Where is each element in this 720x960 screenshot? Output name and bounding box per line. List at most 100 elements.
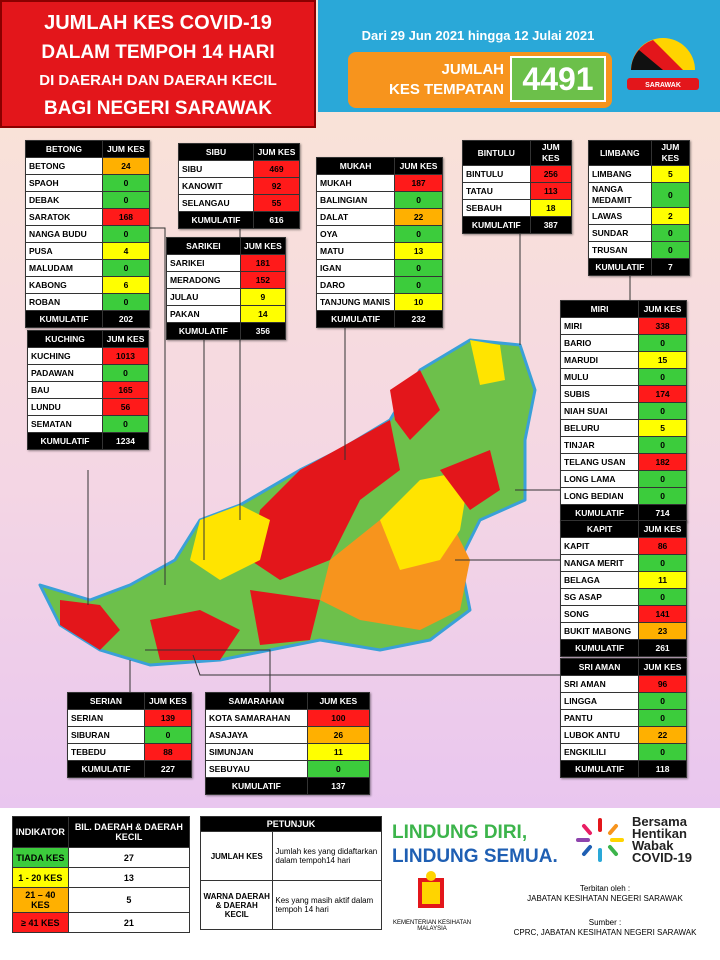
district-name: MERADONG (166, 271, 241, 289)
total-value: 232 (394, 310, 443, 328)
district-name: OYA (315, 225, 396, 243)
total-row: KUMULATIF 387 (462, 216, 573, 234)
legend-header: INDIKATOR BIL. DAERAH & DAERAH KECIL (12, 816, 191, 848)
title-line: DALAM TEMPOH 14 HARI (41, 42, 275, 63)
district-name: NANGA BUDU (25, 225, 103, 243)
case-count: 256 (529, 165, 573, 183)
total-label: KUMULATIF (166, 322, 241, 340)
total-row: KUMULATIF 227 (67, 760, 193, 778)
total-row: KUMULATIF 232 (315, 310, 443, 328)
crest (418, 871, 444, 908)
case-count: 0 (306, 760, 371, 778)
district-name: PAKAN (166, 305, 241, 323)
district-name: TEBEDU (67, 743, 145, 761)
table-row: LUBOK ANTU 22 (559, 726, 687, 744)
table-row: LIMBANG 5 (588, 165, 691, 183)
total-row: KUMULATIF 261 (559, 639, 687, 657)
division-title: KUCHING (26, 330, 104, 348)
table-row: SRI AMAN 96 (559, 675, 687, 693)
case-count: 24 (101, 157, 151, 175)
table-row: NANGA MERIT 0 (559, 554, 687, 572)
district-name: SPAOH (25, 174, 103, 192)
total-value: 7 (650, 258, 691, 276)
district-name: MUKAH (315, 174, 396, 192)
case-count: 165 (102, 381, 149, 399)
total-value: 202 (101, 310, 151, 328)
case-count: 88 (143, 743, 193, 761)
total-label: KUMULATIF (205, 777, 308, 795)
division-title: MUKAH (315, 157, 396, 175)
table-header: SAMARAHAN JUM KES (205, 692, 371, 710)
column-header: JUM KES (253, 143, 300, 161)
table-row: MALUDAM 0 (25, 259, 151, 277)
table-row: MARUDI 15 (559, 351, 687, 369)
district-name: MALUDAM (25, 259, 103, 277)
district-name: NANGA MEDAMIT (588, 182, 652, 208)
case-count: 0 (638, 436, 687, 454)
district-name: BELURU (559, 419, 640, 437)
district-name: ROBAN (25, 293, 103, 311)
case-count: 181 (239, 254, 287, 272)
case-count: 9 (239, 288, 287, 306)
table-row: BELURU 5 (559, 419, 687, 437)
total-row: KUMULATIF 356 (166, 322, 287, 340)
district-name: SEBAUH (462, 199, 531, 217)
case-count: 0 (394, 191, 443, 209)
legend-heading: BIL. DAERAH & DAERAH KECIL (67, 816, 191, 848)
region (380, 470, 470, 570)
total-row: KUMULATIF 202 (25, 310, 151, 328)
district-name: KOTA SAMARAHAN (205, 709, 308, 727)
table-row: TELANG USAN 182 (559, 453, 687, 471)
case-count: 182 (638, 453, 687, 471)
division-table: LIMBANG JUM KES LIMBANG 5 NANGA MEDAMIT 0 LAWA… (588, 140, 691, 276)
region (60, 600, 120, 650)
case-count: 15 (638, 351, 687, 369)
case-count: 11 (306, 743, 371, 761)
case-count: 0 (638, 402, 687, 420)
district-name: BUKIT MABONG (559, 622, 640, 640)
table-row: MERADONG 152 (166, 271, 287, 289)
division-table: SIBU JUM KES SIBU 469 KANOWIT 92 SELANGAU 55 KUM… (177, 143, 300, 229)
table-row: KABONG 6 (25, 276, 151, 294)
district-name: LIMBANG (588, 165, 652, 183)
legend-count: 21 (67, 912, 191, 933)
table-row: LONG LAMA 0 (559, 470, 687, 488)
column-header: JUM KES (638, 520, 687, 538)
flag: SARAWAK (627, 38, 699, 90)
district-name: KABONG (25, 276, 103, 294)
table-row: NANGA MEDAMIT 0 (588, 182, 691, 208)
table-row: PUSA 4 (25, 242, 151, 260)
total-label: KUMULATIF (177, 211, 255, 229)
table-row: BETONG 24 (25, 157, 151, 175)
case-count: 469 (253, 160, 300, 178)
district-name: NIAH SUAI (559, 402, 640, 420)
column-header: JUM KES (101, 140, 151, 158)
table-row: SPAOH 0 (25, 174, 151, 192)
table-row: IGAN 0 (315, 259, 443, 277)
column-header: JUM KES (306, 692, 371, 710)
table-row: SONG 141 (559, 605, 687, 623)
table-row: DARO 0 (315, 276, 443, 294)
case-count: 0 (650, 182, 691, 208)
flag-ribbon (627, 78, 699, 90)
case-count: 13 (394, 242, 443, 260)
case-count: 96 (638, 675, 687, 693)
campaign-line: Hentikan (632, 826, 687, 841)
case-count: 0 (102, 364, 149, 382)
table-row: SIBU 469 (177, 160, 300, 178)
case-count: 168 (101, 208, 151, 226)
table-row: SUBIS 174 (559, 385, 687, 403)
district-name: SARIKEI (166, 254, 241, 272)
legend-row: TIADA KES 27 (12, 847, 191, 868)
district-name: BETONG (25, 157, 103, 175)
table-row: PAKAN 14 (166, 305, 287, 323)
case-count: 0 (638, 487, 687, 505)
table-row: SG ASAP 0 (559, 588, 687, 606)
table-row: LONG BEDIAN 0 (559, 487, 687, 505)
table-row: SERIAN 139 (67, 709, 193, 727)
case-count: 5 (638, 419, 687, 437)
division-title: MIRI (559, 300, 640, 318)
table-row: DEBAK 0 (25, 191, 151, 209)
total-label: KUMULATIF (559, 504, 640, 522)
table-header: BINTULU JUM KES (462, 140, 573, 166)
